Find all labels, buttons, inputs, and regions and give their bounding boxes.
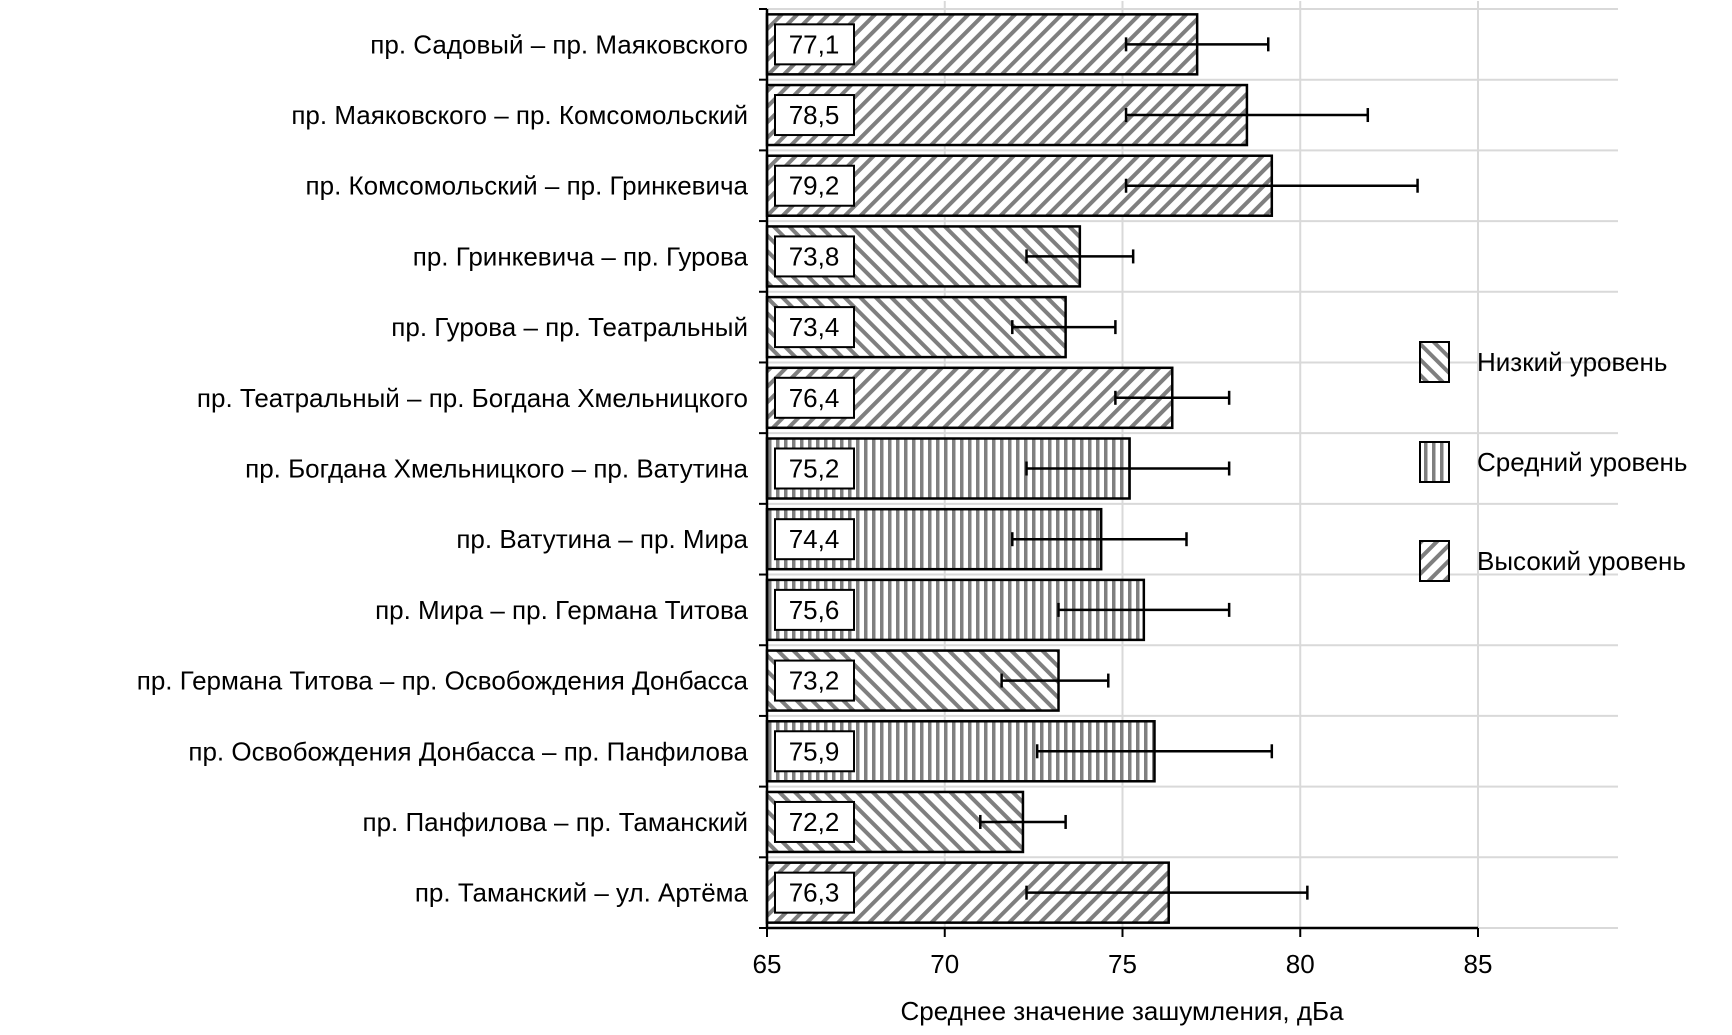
data-label-box [774,588,855,631]
category-label: пр. Гурова – пр. Театральный [391,312,748,342]
data-label-box [774,94,855,137]
data-label: 79,2 [789,171,840,201]
category-label: пр. Германа Титова – пр. Освобождения До… [137,666,749,696]
bar-group: 79,2 [765,154,1419,217]
x-tick-label: 80 [1286,949,1315,979]
category-label: пр. Маяковского – пр. Комсомольский [291,100,748,130]
legend-label: Средний уровень [1477,447,1687,477]
data-label: 75,6 [789,595,840,625]
bar-group: 75,9 [765,720,1274,783]
legend-item-high: Высокий уровень [1419,540,1686,582]
data-label: 77,1 [789,29,840,59]
data-label: 76,4 [789,383,840,413]
data-label: 74,4 [789,524,840,554]
category-label: пр. Садовый – пр. Маяковского [370,29,748,59]
x-tick-label: 75 [1108,949,1137,979]
data-label: 73,4 [789,312,840,342]
category-labels: пр. Садовый – пр. Маяковского пр. Маяковс… [137,29,749,907]
data-label-box [774,235,855,278]
bar-group: 73,4 [765,295,1117,359]
category-label: пр. Гринкевича – пр. Гурова [413,241,749,271]
data-label: 76,3 [789,878,840,908]
axes [759,8,1479,937]
data-label-box [774,447,855,490]
category-label: пр. Театральный – пр. Богдана Хмельницко… [197,383,748,413]
data-label: 75,2 [789,454,840,484]
x-axis-title: Среднее значение зашумления, дБа [900,996,1344,1026]
category-label: пр. Мира – пр. Германа Титова [375,595,748,625]
data-label: 75,9 [789,736,840,766]
x-tick-label: 85 [1464,949,1493,979]
data-label-box [774,659,855,702]
bar-group: 78,5 [765,83,1370,147]
legend-label: Высокий уровень [1477,546,1686,576]
data-label-box [774,23,855,66]
category-label: пр. Богдана Хмельницкого – пр. Ватутина [245,454,748,484]
category-label: пр. Комсомольский – пр. Гринкевича [306,171,749,201]
x-tick-label: 65 [753,949,782,979]
data-label: 73,8 [789,241,840,271]
bar-group: 75,2 [765,437,1231,500]
data-label-box [774,306,855,349]
legend-swatch-high [1419,540,1450,582]
bar-group: 76,3 [765,861,1309,924]
category-label: пр. Ватутина – пр. Мира [456,524,748,554]
data-label-box [774,730,855,773]
legend-item-medium: Средний уровень [1419,441,1687,483]
bar-group: 74,4 [765,507,1188,571]
data-label: 78,5 [789,100,840,130]
data-label: 72,2 [789,807,840,837]
data-label-box [774,376,855,419]
bar-group: 77,1 [765,13,1270,76]
data-label-box [774,164,855,207]
category-label: пр. Панфилова – пр. Таманский [363,807,749,837]
legend-item-low: Низкий уровень [1419,341,1667,383]
bar-group: 72,2 [765,790,1067,854]
bar-group: 73,8 [765,225,1135,288]
legend-swatch-low [1419,341,1450,383]
data-label-box [774,518,855,561]
legend-label: Низкий уровень [1477,347,1667,377]
category-label: пр. Освобождения Донбасса – пр. Панфилов… [188,736,748,766]
data-label-box [774,800,855,843]
data-label-box [774,871,855,914]
bar-group: 75,6 [765,578,1231,642]
bar-group: 76,4 [765,366,1231,430]
category-label: пр. Таманский – ул. Артёма [415,878,749,908]
data-label: 73,2 [789,666,840,696]
legend: Низкий уровень Средний уровень Высокий уро… [1419,341,1687,582]
x-tick-labels: 65 70 75 80 85 [753,949,1493,979]
bars: 77,1 78,5 79,2 73,8 73,4 76,4 75,2 74,4 75,6 73,2… [765,13,1419,924]
legend-swatch-medium [1419,441,1450,483]
bar-group: 73,2 [765,649,1110,712]
x-tick-label: 70 [930,949,959,979]
